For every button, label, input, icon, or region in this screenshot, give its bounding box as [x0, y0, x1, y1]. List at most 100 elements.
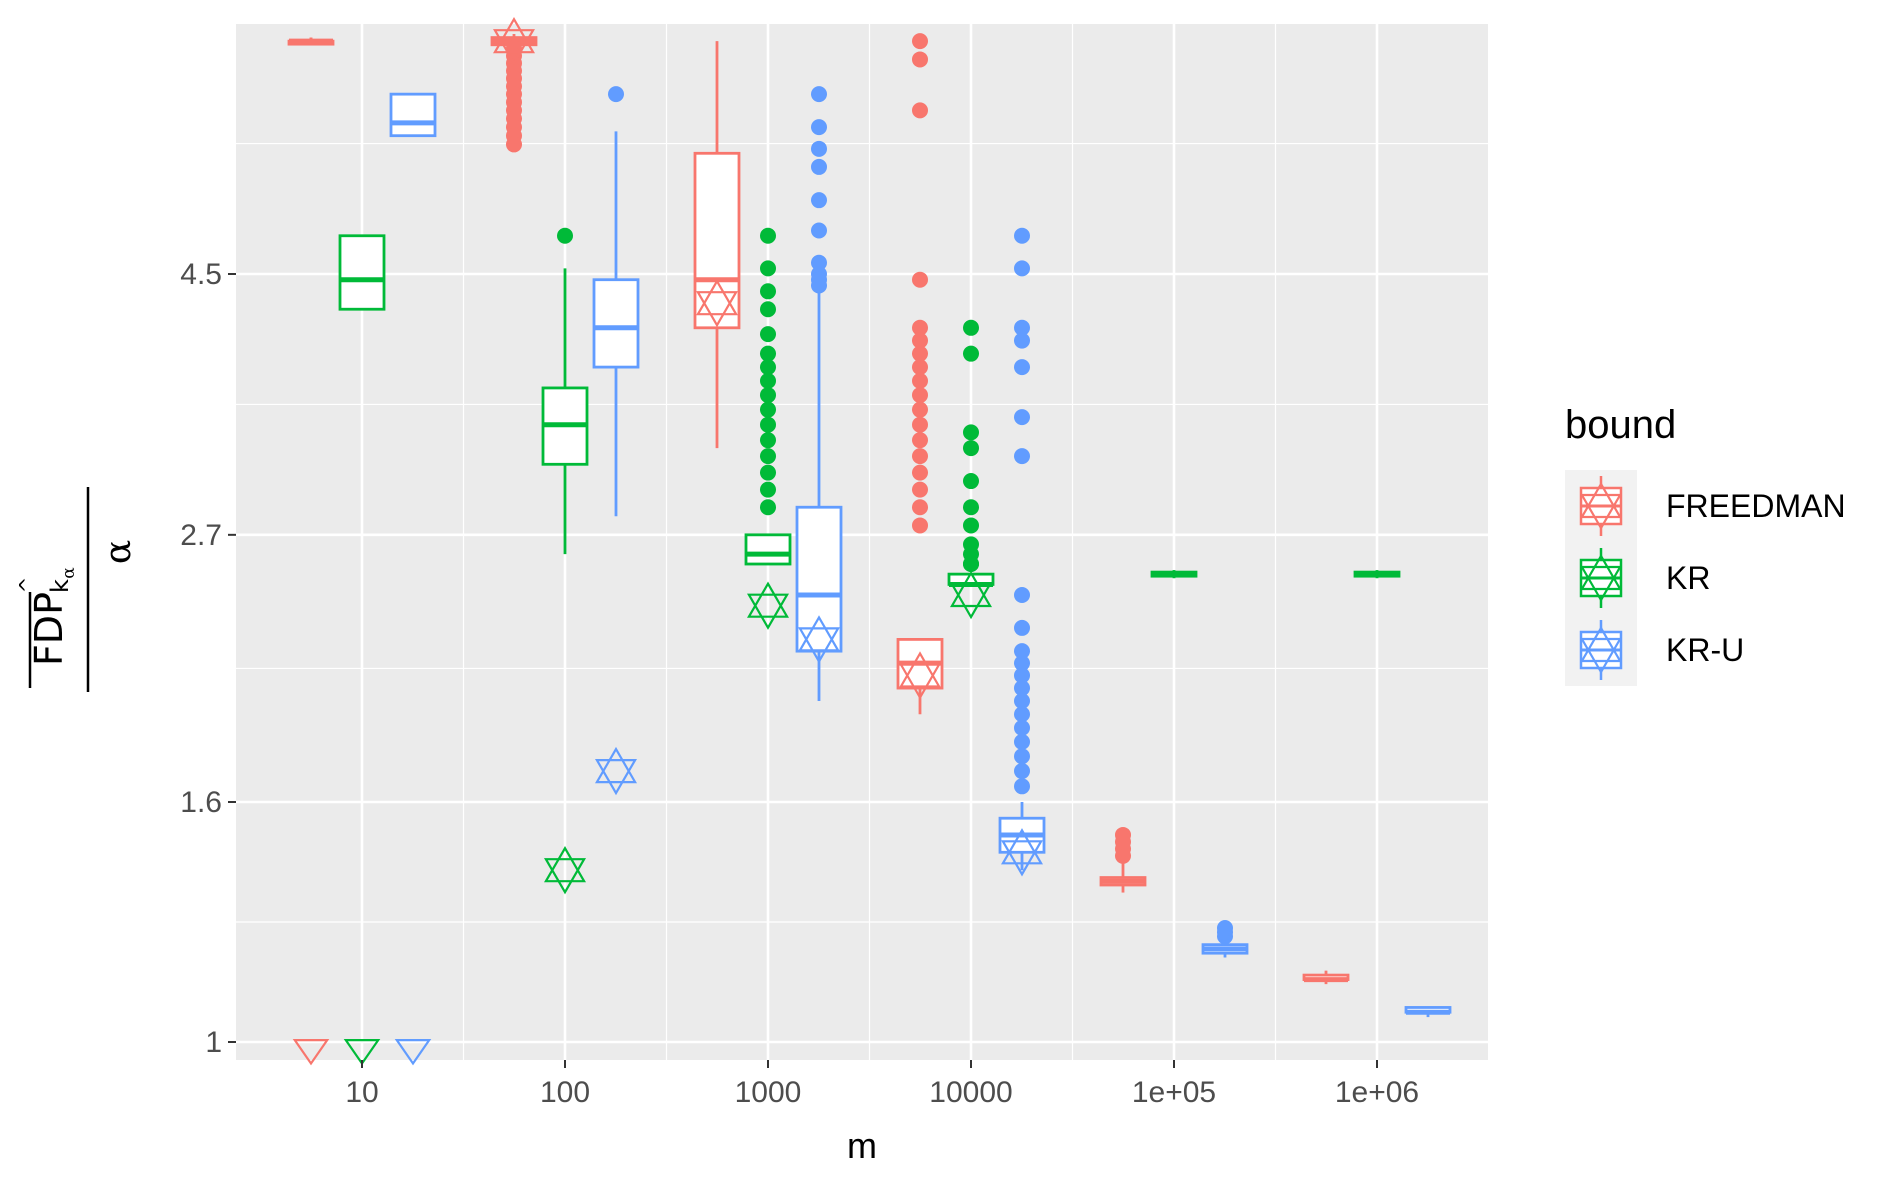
outlier-point: [1014, 733, 1030, 750]
outlier-point: [1014, 680, 1030, 697]
box-group-kr-u-1000: [795, 86, 843, 701]
outlier-point: [912, 387, 928, 404]
box-group-kr-u-1e+06: [1404, 1006, 1452, 1018]
outlier-point: [963, 319, 979, 336]
outlier-point: [506, 136, 522, 153]
y-tick-label: 2.7: [180, 519, 222, 552]
outlier-point: [1014, 227, 1030, 244]
outlier-point: [912, 102, 928, 119]
outlier-point: [963, 440, 979, 457]
outlier-point: [760, 345, 776, 362]
outlier-point: [760, 359, 776, 376]
legend-key-star: [1579, 625, 1623, 675]
y-axis-title-sub-k: k: [46, 579, 74, 593]
minimum-marker: [343, 1039, 381, 1066]
x-tick-label: 1e+05: [1132, 1076, 1216, 1109]
outlier-point: [963, 424, 979, 441]
outlier-point: [1014, 409, 1030, 426]
box-group-kr-u-100: [592, 86, 640, 796]
y-axis-title-hat: ^: [15, 577, 39, 594]
outlier-point: [912, 332, 928, 349]
outlier-point: [811, 119, 827, 136]
legend-entry-kr-u: KR-U: [1565, 614, 1744, 686]
axes: 1 1.6 2.7 4.5 10 100 1000 10000 1e+05 1e+06: [180, 258, 1419, 1109]
star-marker: [492, 17, 536, 66]
outlier-point: [912, 33, 928, 50]
box-group-kr-u-10000: [998, 227, 1046, 877]
outlier-point: [912, 345, 928, 362]
outlier-point: [811, 140, 827, 157]
outlier-point: [912, 432, 928, 449]
box-group-kr-u-10: [389, 92, 437, 1066]
star-marker: [949, 570, 993, 620]
outlier-point: [1014, 319, 1030, 336]
y-tick-label: 1.6: [180, 786, 222, 819]
outlier-point: [912, 401, 928, 418]
star-marker: [1000, 828, 1044, 877]
outlier-point: [912, 448, 928, 465]
box-group-kr-1e+05: [1150, 570, 1198, 579]
panel-background: [236, 24, 1488, 1060]
outlier-point: [1014, 763, 1030, 780]
outlier-point: [811, 277, 827, 294]
outlier-point: [912, 416, 928, 433]
y-axis-title-main: FDP: [27, 592, 71, 666]
box: [389, 92, 437, 138]
box-group-kr-1e+06: [1353, 570, 1401, 579]
minimum-marker: [292, 1039, 330, 1066]
box-group-kr-100: [541, 227, 589, 895]
outlier-point: [912, 517, 928, 534]
legend-entry-freedman: FREEDMAN: [1565, 470, 1846, 542]
star-marker: [797, 615, 841, 664]
y-tick-label: 4.5: [180, 258, 222, 291]
boxplot-marks: [287, 17, 1452, 1066]
star-marker: [746, 581, 790, 630]
box: [338, 234, 386, 311]
box-group-kr-1000: [744, 227, 792, 630]
outlier-point: [760, 401, 776, 418]
outlier-point: [963, 517, 979, 534]
outlier-point: [1014, 643, 1030, 660]
outlier-point: [912, 464, 928, 481]
outlier-point: [557, 227, 573, 244]
outlier-point: [912, 372, 928, 389]
star-marker: [898, 651, 942, 700]
minimum-marker: [394, 1039, 432, 1066]
x-tick-label: 100: [540, 1076, 590, 1109]
outlier-point: [811, 222, 827, 239]
outlier-point: [1014, 748, 1030, 765]
outlier-point: [1014, 448, 1030, 465]
legend-label: FREEDMAN: [1666, 488, 1846, 524]
outlier-point: [608, 86, 624, 103]
outlier-point: [963, 556, 979, 573]
outlier-point: [963, 499, 979, 516]
legend-entry-kr: KR: [1565, 542, 1710, 614]
box: [693, 151, 741, 330]
box-group-kr-u-1e+05: [1201, 920, 1249, 958]
x-tick-label: 1e+06: [1335, 1076, 1419, 1109]
box-group-kr-10: [338, 234, 386, 1066]
outlier-point: [760, 260, 776, 277]
outlier-point: [912, 499, 928, 516]
outlier-point: [912, 319, 928, 336]
y-axis-title: FDP ^ k α α: [15, 487, 139, 692]
outlier-point: [760, 387, 776, 404]
star-marker: [695, 279, 739, 328]
box-group-kr-10000: [947, 319, 995, 620]
outlier-point: [1014, 359, 1030, 376]
outlier-point: [760, 301, 776, 318]
star-marker: [543, 846, 587, 895]
y-tick-label: 1: [205, 1026, 222, 1059]
outlier-point: [1014, 260, 1030, 277]
x-tick-label: 10000: [929, 1076, 1012, 1109]
x-axis-title: m: [847, 1125, 877, 1166]
legend-title: bound: [1565, 403, 1676, 447]
y-axis-title-sub-alpha: α: [59, 567, 79, 579]
outlier-point: [963, 473, 979, 490]
outlier-point: [760, 499, 776, 516]
legend: FREEDMAN KR KR-U: [1565, 470, 1846, 686]
outlier-point: [760, 448, 776, 465]
outlier-point: [1014, 778, 1030, 795]
outlier-point: [1217, 920, 1233, 937]
